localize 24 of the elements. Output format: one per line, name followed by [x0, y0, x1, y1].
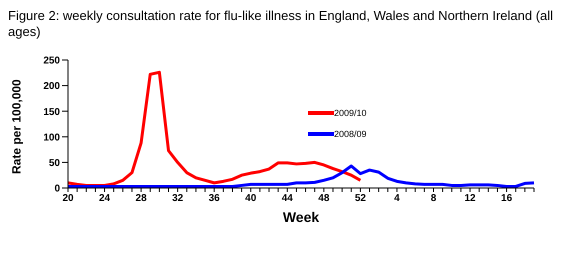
y-tick-label: 200 — [43, 81, 60, 92]
x-tick-label: 8 — [430, 193, 437, 204]
y-axis-title: Rate per 100,000 — [9, 78, 24, 174]
x-axis-title: Week — [282, 209, 320, 225]
y-tick-label: 150 — [43, 106, 60, 118]
chart-title: Figure 2: weekly consultation rate for flu-like illness in England, Wales and Northern Ireland (all ages) — [8, 8, 554, 41]
x-tick-label: 48 — [318, 193, 330, 204]
x-tick-label: 52 — [354, 193, 366, 204]
legend-label: 2008/09 — [334, 129, 367, 139]
y-tick-label: 0 — [54, 184, 60, 195]
x-tick-label: 32 — [172, 193, 184, 204]
x-tick-label: 12 — [464, 193, 476, 204]
x-tick-label: 4 — [394, 193, 400, 204]
y-tick-label: 100 — [43, 132, 60, 144]
x-tick-label: 20 — [62, 193, 74, 204]
x-tick-label: 44 — [282, 193, 294, 204]
x-tick-label: 28 — [136, 193, 148, 204]
y-tick-label: 50 — [48, 158, 60, 169]
x-tick-label: 36 — [208, 193, 220, 204]
x-tick-label: 24 — [98, 193, 111, 204]
legend-label: 2009/10 — [334, 108, 367, 118]
x-tick-label: 16 — [501, 193, 513, 204]
x-tick-label: 40 — [245, 193, 257, 204]
y-tick-label: 250 — [43, 56, 60, 67]
